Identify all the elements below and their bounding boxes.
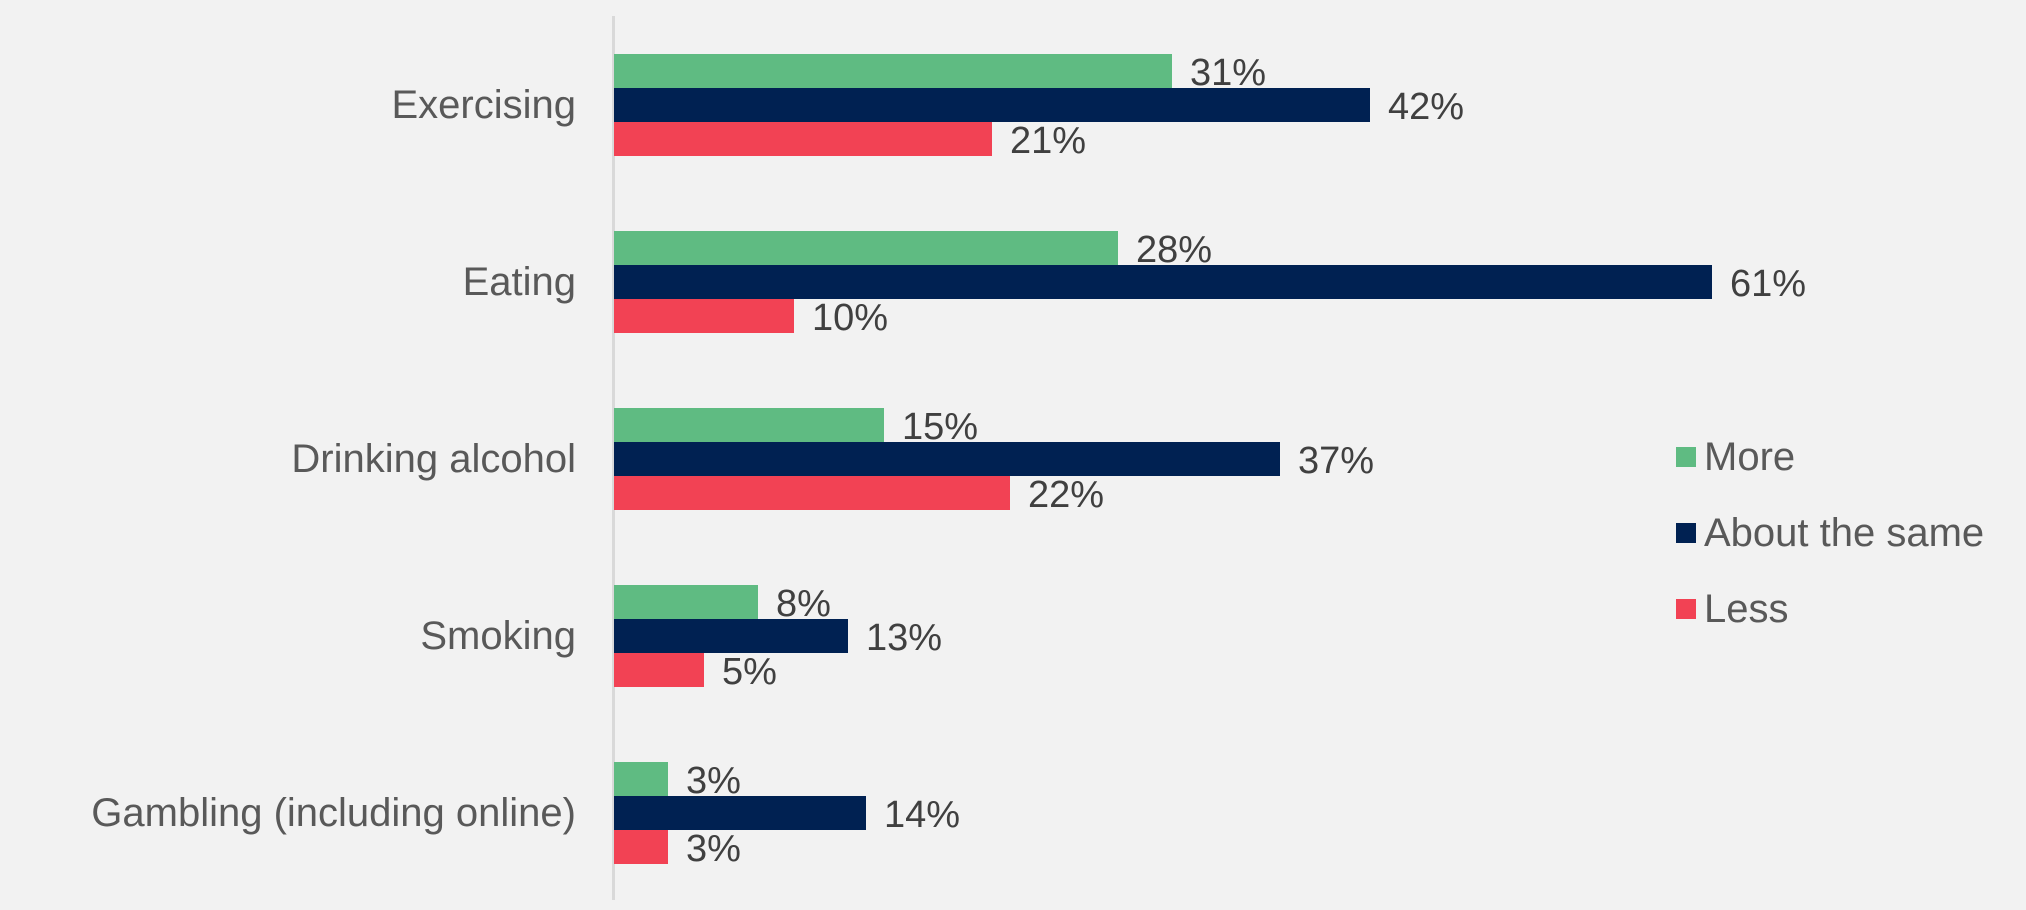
- bar-more-smoking: [614, 585, 758, 619]
- data-label-more-drinking-alcohol: 15%: [902, 406, 978, 448]
- category-label-exercising: Exercising: [391, 83, 576, 127]
- bar-about-the-same-smoking: [614, 619, 848, 653]
- bar-less-exercising: [614, 122, 992, 156]
- category-label-drinking-alcohol: Drinking alcohol: [291, 437, 576, 481]
- legend-label-less: Less: [1704, 587, 1789, 631]
- data-label-about-the-same-drinking-alcohol: 37%: [1298, 440, 1374, 482]
- data-label-less-drinking-alcohol: 22%: [1028, 474, 1104, 516]
- data-label-about-the-same-gambling-including-online: 14%: [884, 794, 960, 836]
- data-labels: 31% 42% 21% 28% 61% 10% 15% 37% 22% 8% 13% 5% 3% 14% 3…: [686, 52, 1806, 870]
- data-label-more-exercising: 31%: [1190, 52, 1266, 94]
- data-label-more-eating: 28%: [1136, 229, 1212, 271]
- data-label-about-the-same-smoking: 13%: [866, 617, 942, 659]
- data-label-less-smoking: 5%: [722, 651, 777, 693]
- bar-less-drinking-alcohol: [614, 476, 1010, 510]
- data-label-more-smoking: 8%: [776, 583, 831, 625]
- bar-less-gambling-including-online: [614, 830, 668, 864]
- data-label-about-the-same-eating: 61%: [1730, 263, 1806, 305]
- legend-swatch-more: [1676, 447, 1696, 467]
- category-label-eating: Eating: [463, 260, 576, 304]
- legend: More About the same Less: [1676, 435, 1984, 631]
- data-label-about-the-same-exercising: 42%: [1388, 86, 1464, 128]
- bar-more-eating: [614, 231, 1118, 265]
- data-label-less-eating: 10%: [812, 297, 888, 339]
- data-label-more-gambling-including-online: 3%: [686, 760, 741, 802]
- data-label-less-gambling-including-online: 3%: [686, 828, 741, 870]
- bar-less-eating: [614, 299, 794, 333]
- bar-about-the-same-exercising: [614, 88, 1370, 122]
- bar-more-exercising: [614, 54, 1172, 88]
- category-labels: Exercising Eating Drinking alcohol Smoking G…: [91, 83, 576, 835]
- legend-label-more: More: [1704, 435, 1795, 479]
- data-label-less-exercising: 21%: [1010, 120, 1086, 162]
- legend-swatch-about-the-same: [1676, 523, 1696, 543]
- legend-label-about-the-same: About the same: [1704, 511, 1984, 555]
- bar-less-smoking: [614, 653, 704, 687]
- bar-about-the-same-eating: [614, 265, 1712, 299]
- bar-about-the-same-gambling-including-online: [614, 796, 866, 830]
- category-label-gambling-including-online: Gambling (including online): [91, 791, 576, 835]
- category-label-smoking: Smoking: [420, 614, 576, 658]
- legend-swatch-less: [1676, 599, 1696, 619]
- bars-group: [614, 54, 1712, 864]
- bar-about-the-same-drinking-alcohol: [614, 442, 1280, 476]
- bar-more-gambling-including-online: [614, 762, 668, 796]
- bar-more-drinking-alcohol: [614, 408, 884, 442]
